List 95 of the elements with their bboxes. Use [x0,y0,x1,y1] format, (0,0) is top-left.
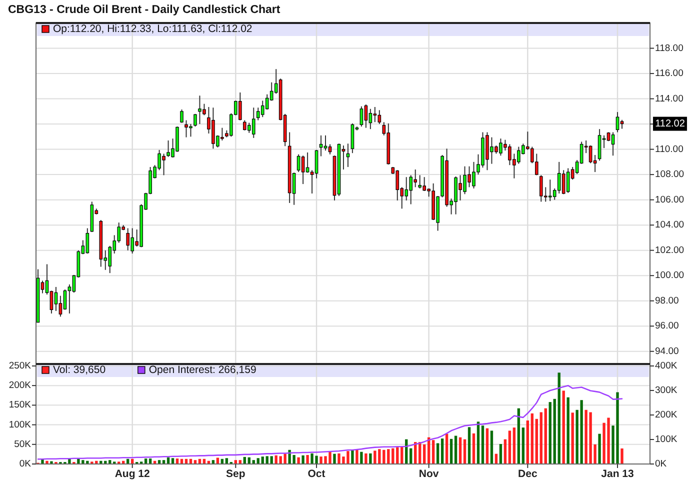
y-tick-label: 106.00 [655,194,684,206]
bar [571,412,574,464]
bar [499,444,502,464]
y-tick-label: 50K [14,438,32,450]
bar [468,427,471,464]
candlestick [63,288,67,310]
candlestick [54,286,58,312]
candlestick [378,110,382,125]
bar [512,428,516,464]
bar [598,434,601,464]
x-tick-label: Sep [226,468,246,480]
candlestick [588,145,592,164]
x-tick-label: Nov [418,468,439,480]
y-tick-label: 94.00 [655,346,679,357]
y-tick-label: 118.00 [655,42,684,54]
bar [526,420,530,464]
bar [490,430,494,464]
bar [458,437,462,464]
bar [548,402,552,464]
y2-tick-label: 400K [655,360,678,372]
candlestick [324,134,328,152]
y-tick-label: 110.00 [655,144,684,155]
chart-title: CBG13 - Crude Oil Brent - Daily Candlestick Chart [8,4,280,16]
bar [544,408,547,464]
y-tick-label: 108.00 [655,169,684,180]
candlestick [373,106,377,123]
bar [360,452,363,464]
y-tick-label: 98.00 [655,295,679,306]
candlestick [616,112,620,133]
bar [364,453,368,464]
bar [302,455,304,464]
bar [297,457,300,464]
y-tick-label: 96.00 [655,320,679,332]
bar [351,450,354,464]
x-tick-label: Oct [308,468,326,480]
y-tick-label: 102.00 [655,244,684,256]
y-tick-label: 114.00 [655,93,684,104]
y-tick-label: 250K [8,360,32,372]
text: 112.02 [655,118,686,130]
bar [566,397,570,464]
bar [356,449,358,464]
candlestick [180,109,184,124]
candlestick [350,122,354,154]
y-tick-label: 104.00 [655,220,684,231]
bar [553,398,556,464]
y-tick-label: 200K [8,380,32,392]
line-series [37,384,623,460]
candlestick [86,228,90,254]
bar [504,439,507,464]
candlestick [296,154,300,173]
bar [530,413,534,464]
bar [440,438,444,464]
bar [486,428,489,464]
bar [558,372,560,464]
bar [432,440,435,464]
y2-tick-label: 300K [655,384,678,396]
bar [508,430,512,464]
candlestick [306,152,310,174]
candlestick [368,108,372,130]
x-tick-label: Dec [518,468,538,480]
legend-label: Open Interest: 266,159 [148,364,256,376]
bar [454,436,458,464]
y-tick-label: 0K [19,458,32,470]
candlestick [360,106,364,128]
bar [436,443,440,464]
bar [463,439,466,464]
legend-label: Vol: 39,650 [53,364,106,376]
candlestick [194,113,197,128]
y-tick-label: 116.00 [655,68,684,80]
bar [445,434,448,464]
legend-label: Op:112.20, Hi:112.33, Lo:111.63, Cl:112.02 [53,23,252,35]
bar [369,453,372,464]
candlestick [252,107,256,138]
candlestick [598,128,602,162]
bar [540,412,542,464]
bar [535,418,538,464]
bar [522,428,525,464]
bar [620,448,624,464]
bar [422,444,426,464]
y-tick-label: 150K [8,400,32,411]
bar [450,438,453,464]
bar [481,426,484,464]
x-tick-label: Jan 13 [601,468,634,480]
candlestick [611,132,615,156]
candlestick [328,144,332,155]
bar [306,454,309,464]
y-tick-label: 100.00 [655,270,684,282]
x-tick-label: Aug 12 [114,468,150,480]
candlestick [301,155,305,185]
candlestick [364,104,368,128]
y-tick-label: 100K [8,419,32,430]
bar [333,454,336,464]
candlestick [314,149,318,179]
bar [562,390,565,464]
bar [472,433,476,464]
